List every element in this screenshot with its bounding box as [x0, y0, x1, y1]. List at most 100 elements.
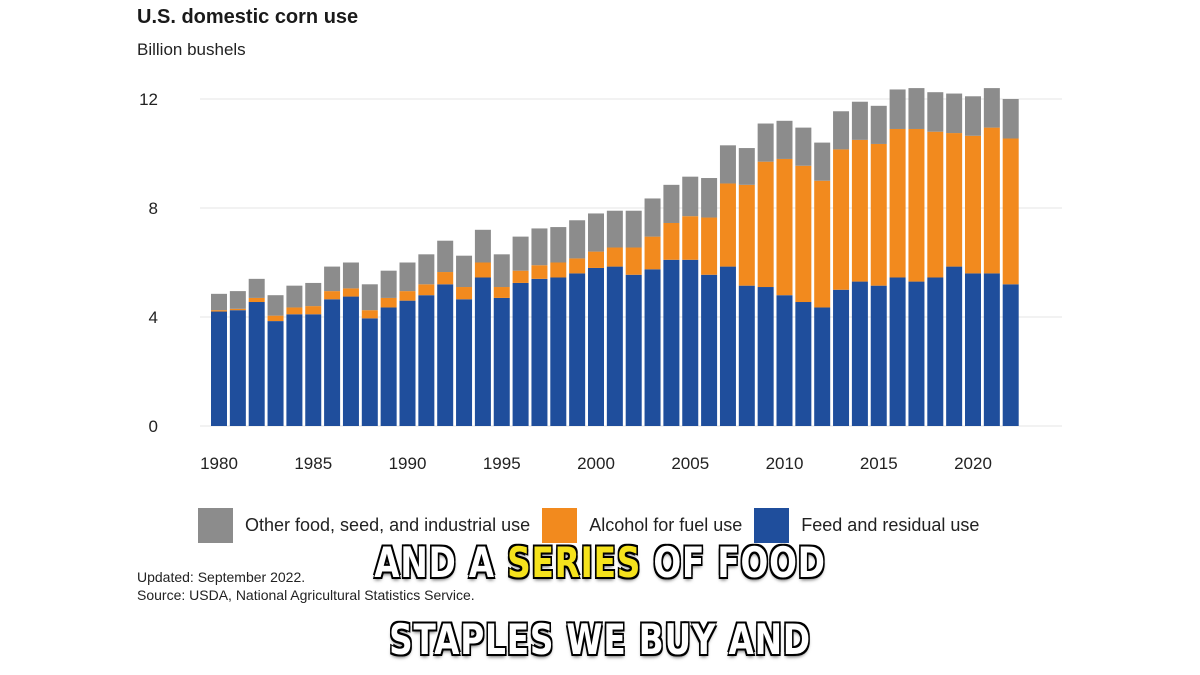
bar-segment-2001-other [606, 210, 623, 248]
legend: Other food, seed, and industrial use Alc… [198, 508, 991, 543]
subtitle-caption-line-2: STAPLES WE BUY AND [389, 615, 811, 664]
bar-segment-1989-alcohol [380, 297, 397, 308]
bar-stacks [211, 88, 1019, 426]
bar-segment-2000-other [588, 213, 604, 252]
bar-segment-2012-other [814, 142, 831, 181]
bar-segment-2007-feed [719, 266, 736, 426]
bar-segment-1997-feed [531, 278, 548, 426]
bar-segment-2013-alcohol [833, 149, 850, 290]
bar-segment-2005-feed [682, 259, 699, 426]
bar-segment-1984-other [286, 285, 303, 308]
chart-plot: 0 4 8 12 1980 1985 1990 1995 2000 2005 2010 2015 20… [139, 88, 1062, 473]
bar-segment-2011-alcohol [795, 165, 812, 303]
bar-segment-1986-alcohol [324, 291, 341, 300]
bar-segment-1994-alcohol [474, 262, 491, 278]
bar-segment-2005-alcohol [682, 216, 699, 260]
bar-segment-1982-other [248, 278, 265, 298]
bar-segment-1988-feed [361, 318, 378, 426]
bar-segment-1982-alcohol [248, 297, 265, 303]
bar-segment-1994-feed [474, 277, 491, 426]
updated-note: Updated: September 2022. [137, 569, 306, 585]
subtitle-caption-line-1: AND A SERIES OF FOOD [132, 538, 1068, 587]
bar-segment-1980-feed [211, 311, 227, 426]
bar-segment-2020-other [965, 96, 981, 136]
bar-segment-2016-other [889, 89, 906, 129]
bar-segment-2009-alcohol [757, 161, 774, 288]
bar-segment-1998-alcohol [550, 262, 567, 278]
bar-segment-1997-alcohol [531, 265, 548, 279]
x-tick-label: 1995 [483, 454, 521, 473]
bar-segment-1988-alcohol [361, 310, 378, 319]
bar-segment-2019-feed [946, 266, 963, 426]
bar-segment-2004-other [663, 184, 680, 223]
bar-segment-1996-feed [512, 282, 529, 426]
bar-segment-1998-feed [550, 277, 567, 426]
legend-item-other: Other food, seed, and industrial use [198, 508, 530, 543]
bar-segment-2021-alcohol [983, 127, 1000, 274]
bar-segment-2015-feed [870, 285, 887, 426]
y-tick-label: 12 [139, 90, 158, 109]
bar-segment-1994-other [474, 229, 491, 263]
bar-segment-2000-alcohol [588, 251, 604, 268]
bar-segment-1985-alcohol [305, 306, 322, 315]
bar-segment-1993-other [456, 255, 473, 288]
bar-segment-2014-other [851, 101, 868, 140]
bar-segment-1992-other [437, 240, 454, 273]
source-note: Source: USDA, National Agricultural Stat… [137, 587, 475, 603]
bar-segment-2003-other [644, 198, 661, 237]
bar-segment-1999-feed [569, 273, 586, 426]
y-axis-ticks: 0 4 8 12 [139, 90, 158, 436]
bar-segment-2002-other [625, 210, 642, 248]
bar-segment-2016-alcohol [889, 128, 906, 278]
bar-segment-2008-other [738, 148, 755, 185]
bar-segment-1981-other [229, 291, 246, 309]
bar-segment-1999-other [569, 220, 586, 259]
bar-segment-2017-alcohol [908, 128, 925, 282]
legend-item-alcohol: Alcohol for fuel use [542, 508, 742, 543]
x-tick-label: 2005 [671, 454, 709, 473]
bar-segment-2015-other [870, 105, 887, 144]
legend-swatch-other [198, 508, 233, 543]
bar-segment-1990-feed [399, 300, 416, 426]
bar-segment-2009-feed [757, 287, 774, 426]
bar-segment-2022-alcohol [1002, 138, 1019, 285]
bar-segment-1983-alcohol [267, 315, 284, 322]
bar-segment-2003-alcohol [644, 236, 661, 270]
caption-highlight: SERIES [507, 538, 642, 587]
bar-segment-2002-alcohol [625, 247, 642, 275]
x-tick-label: 2020 [954, 454, 992, 473]
bar-segment-2021-feed [983, 273, 1000, 426]
bar-segment-1981-feed [229, 310, 246, 426]
legend-item-feed: Feed and residual use [754, 508, 979, 543]
bar-segment-1998-other [550, 227, 567, 263]
bar-segment-1991-alcohol [418, 284, 435, 296]
bar-segment-1980-other [211, 293, 227, 311]
bar-segment-1987-other [342, 262, 359, 289]
x-tick-label: 2010 [766, 454, 804, 473]
bar-segment-1996-alcohol [512, 270, 529, 283]
bar-segment-1983-feed [267, 321, 284, 426]
bar-segment-2010-other [776, 120, 793, 159]
x-tick-label: 2015 [860, 454, 898, 473]
bar-segment-2020-alcohol [965, 135, 981, 274]
bar-segment-2011-other [795, 127, 812, 166]
bar-segment-1984-alcohol [286, 307, 303, 315]
bar-segment-1987-feed [342, 296, 359, 426]
bar-segment-1980-alcohol [211, 310, 227, 312]
bar-segment-2020-feed [965, 273, 981, 426]
x-axis-ticks: 1980 1985 1990 1995 2000 2005 2010 2015 2020 [200, 454, 992, 473]
bar-segment-2012-feed [814, 307, 831, 426]
bar-segment-1984-feed [286, 314, 303, 426]
bar-segment-1995-other [493, 254, 510, 288]
caption-text-b: OF FOOD [641, 538, 826, 587]
bar-segment-1995-feed [493, 297, 510, 426]
bar-segment-2004-feed [663, 259, 680, 426]
bar-segment-2006-other [701, 178, 718, 218]
bar-segment-2001-alcohol [606, 247, 623, 267]
bar-segment-2010-alcohol [776, 158, 793, 296]
bar-segment-2006-alcohol [701, 217, 718, 275]
bar-segment-1993-feed [456, 299, 473, 426]
bar-segment-1997-other [531, 228, 548, 266]
bar-segment-1982-feed [248, 302, 265, 426]
bar-segment-1996-other [512, 236, 529, 271]
